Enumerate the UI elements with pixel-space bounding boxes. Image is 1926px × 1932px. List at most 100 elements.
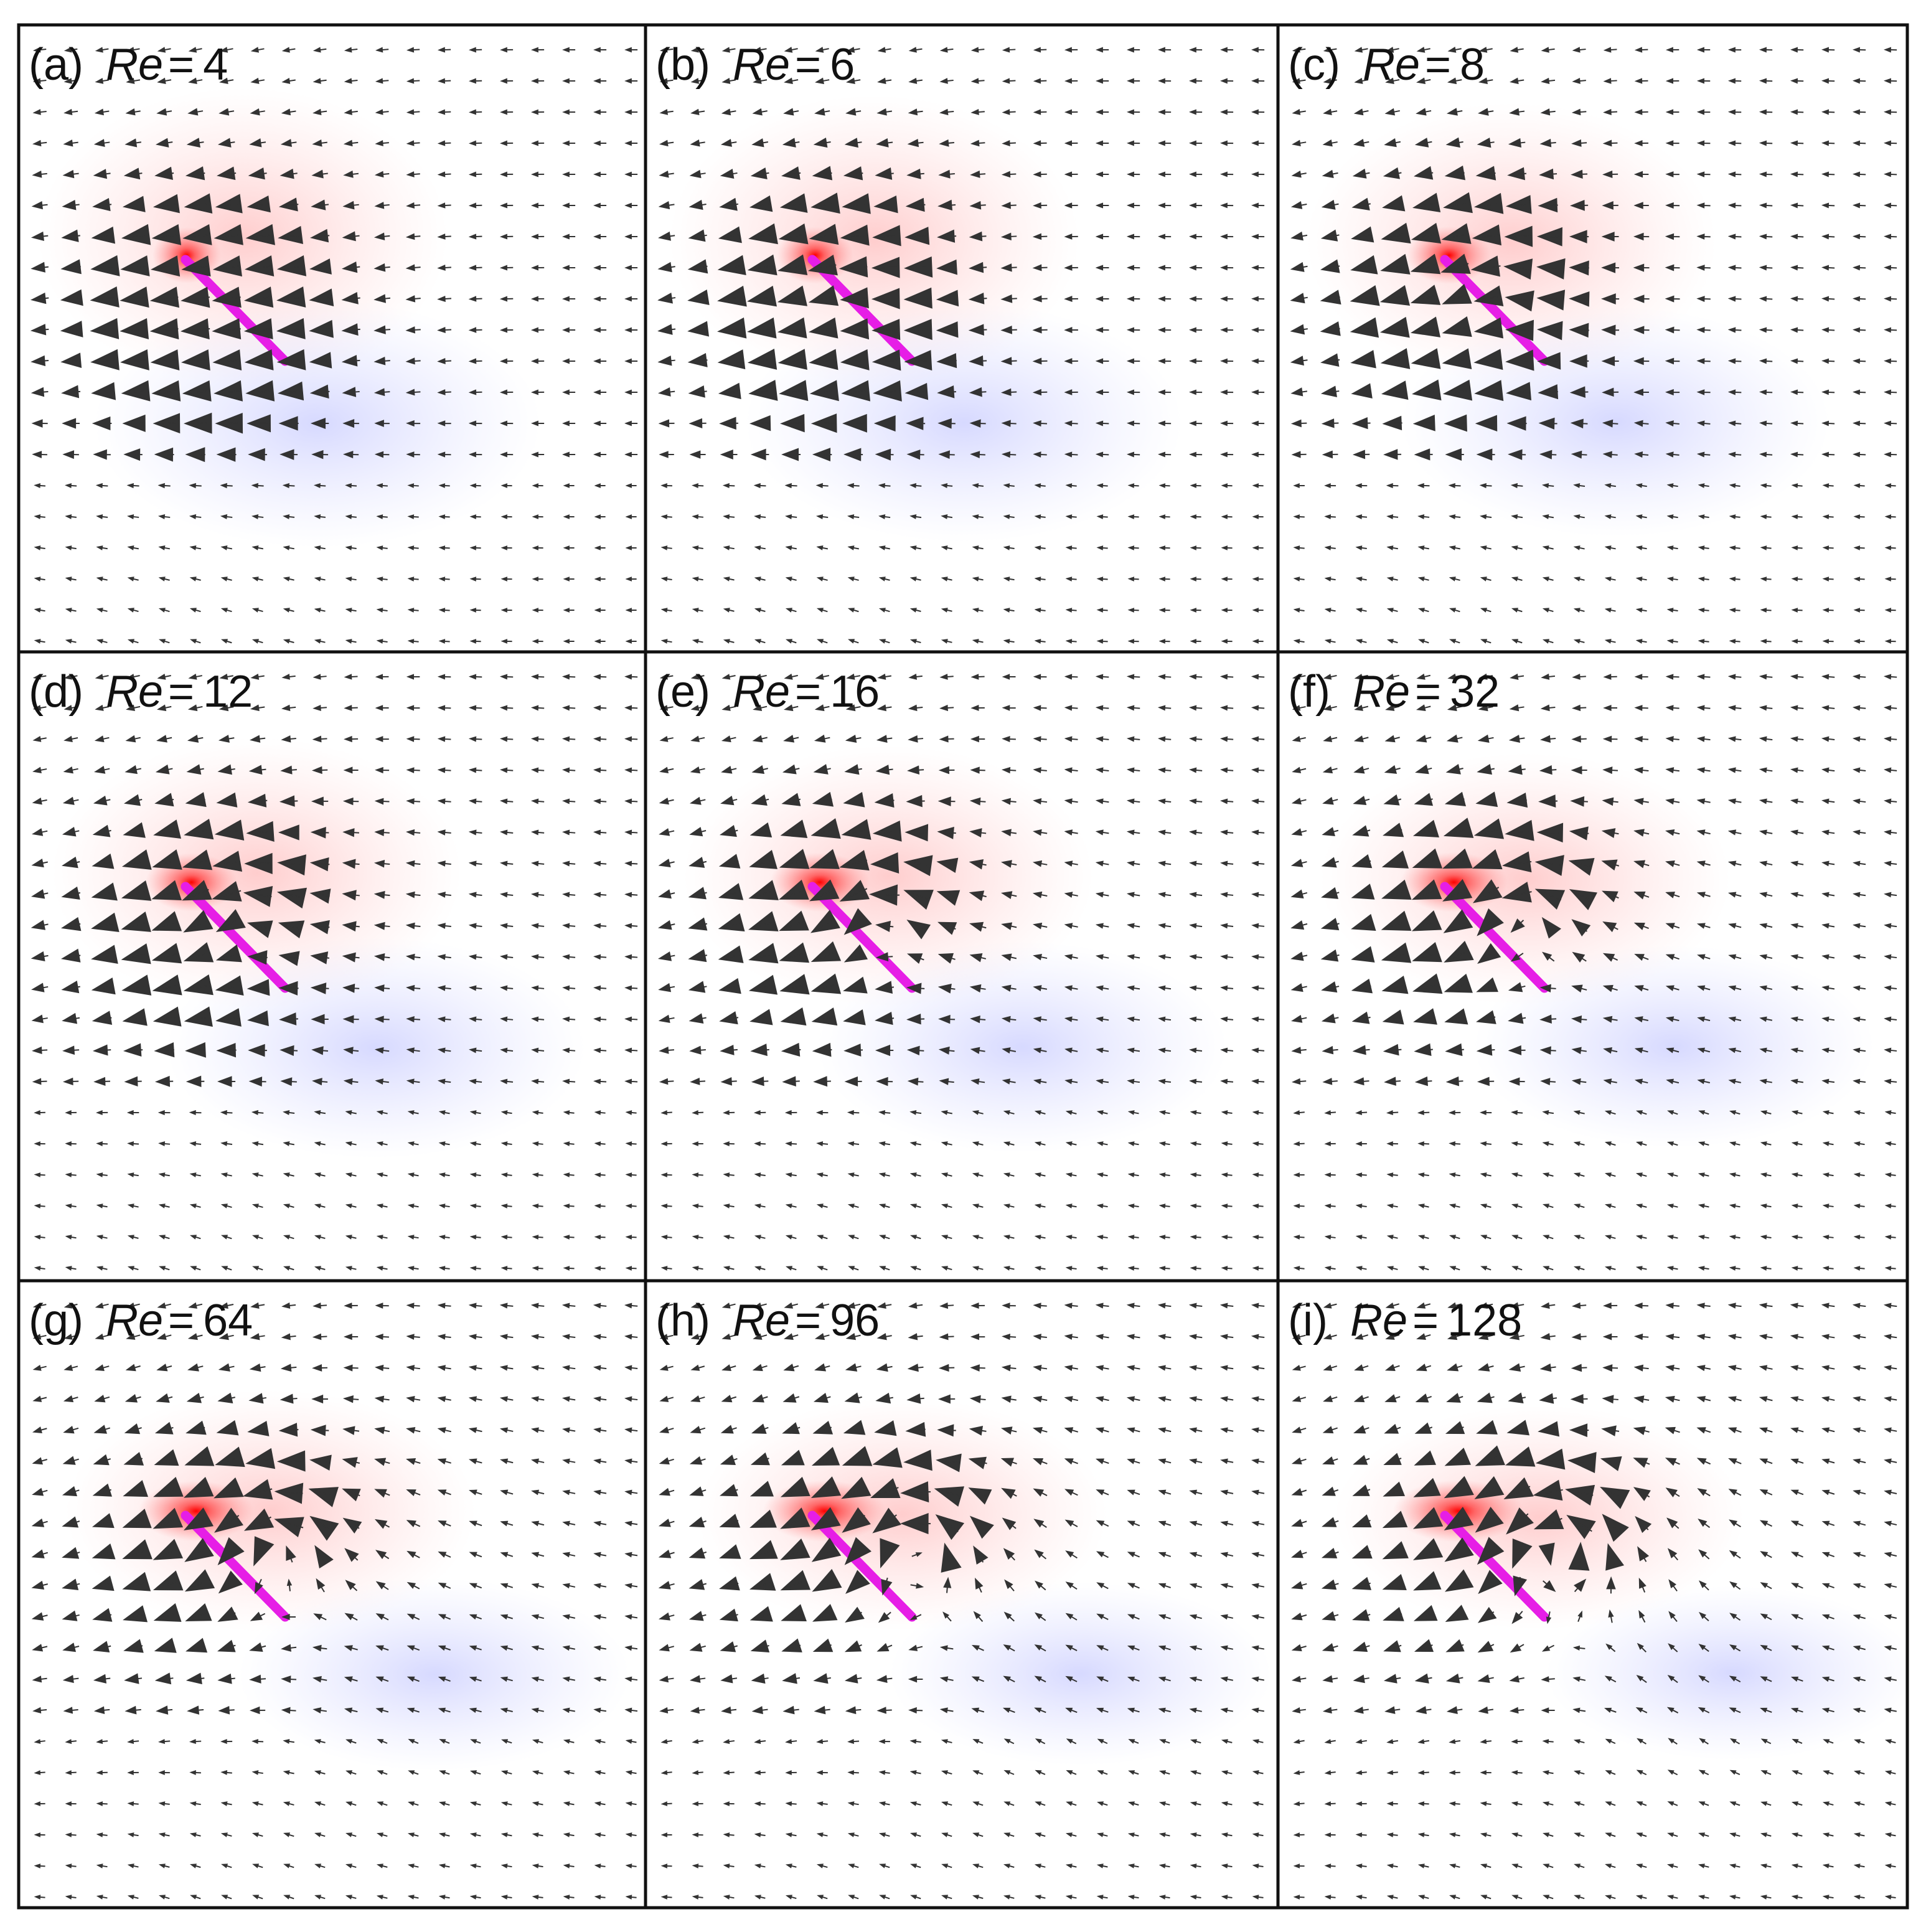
flow-arrow bbox=[624, 265, 638, 271]
flow-arrow bbox=[281, 1707, 296, 1714]
flow-arrow bbox=[752, 1364, 768, 1372]
flow-arrow bbox=[1636, 1675, 1647, 1684]
flow-arrow bbox=[1884, 327, 1897, 333]
flow-arrow bbox=[1384, 1706, 1401, 1714]
flow-arrow bbox=[1853, 1520, 1866, 1527]
flow-arrow bbox=[1354, 674, 1368, 680]
flow-arrow bbox=[1158, 1266, 1170, 1271]
flow-arrow bbox=[784, 47, 798, 53]
flow-arrow bbox=[593, 389, 607, 395]
flow-arrow bbox=[1602, 766, 1618, 775]
flow-arrow bbox=[1542, 514, 1554, 519]
flow-arrow bbox=[1696, 451, 1711, 458]
flow-arrow bbox=[785, 1770, 797, 1775]
blue-wake bbox=[744, 303, 1183, 543]
flow-arrow bbox=[720, 1077, 737, 1086]
flow-arrow bbox=[1790, 1707, 1803, 1713]
flow-arrow bbox=[127, 545, 139, 550]
flow-arrow bbox=[438, 1235, 450, 1240]
flow-arrow bbox=[1033, 1488, 1048, 1497]
flow-arrow bbox=[881, 1577, 893, 1596]
flow-arrow bbox=[1759, 1489, 1773, 1496]
flow-arrow bbox=[158, 1739, 171, 1745]
flow-arrow bbox=[871, 349, 901, 371]
flow-arrow bbox=[939, 139, 955, 147]
flow-arrow bbox=[1605, 1801, 1616, 1806]
flow-arrow bbox=[1127, 1676, 1140, 1682]
flow-arrow bbox=[405, 389, 421, 396]
flow-arrow bbox=[1290, 859, 1307, 867]
flow-arrow bbox=[1064, 1047, 1078, 1053]
flow-arrow bbox=[254, 1578, 263, 1595]
flow-arrow bbox=[1252, 545, 1264, 550]
flow-arrow bbox=[1411, 316, 1441, 337]
flow-arrow bbox=[1727, 327, 1742, 333]
flow-arrow bbox=[811, 1007, 838, 1026]
flow-arrow bbox=[1000, 891, 1017, 900]
flow-arrow bbox=[342, 1395, 359, 1403]
flow-arrow bbox=[65, 608, 77, 613]
flow-arrow bbox=[1064, 1519, 1078, 1527]
flow-arrow bbox=[723, 1895, 735, 1900]
flow-arrow bbox=[1095, 798, 1109, 804]
flow-arrow bbox=[1383, 1674, 1401, 1684]
flow-arrow bbox=[32, 736, 47, 742]
flow-arrow bbox=[1414, 1043, 1433, 1057]
flow-arrow bbox=[499, 358, 514, 364]
flow-arrow bbox=[848, 1235, 859, 1240]
symbol: Re bbox=[106, 1296, 163, 1345]
flow-arrow bbox=[721, 77, 736, 84]
flow-arrow bbox=[847, 1204, 859, 1209]
flow-arrow bbox=[1790, 798, 1804, 804]
flow-arrow bbox=[1447, 47, 1462, 53]
flow-arrow bbox=[530, 389, 545, 395]
flow-arrow bbox=[251, 577, 263, 582]
flow-arrow bbox=[939, 78, 954, 84]
flow-arrow bbox=[1449, 1770, 1460, 1775]
flow-arrow bbox=[723, 1110, 735, 1116]
flow-arrow bbox=[843, 1009, 866, 1025]
flow-arrow bbox=[1821, 1520, 1835, 1527]
flow-arrow bbox=[1477, 763, 1495, 775]
flow-arrow bbox=[1603, 704, 1618, 712]
flow-arrow bbox=[500, 483, 512, 488]
flow-arrow bbox=[1472, 224, 1502, 246]
flow-arrow bbox=[1065, 1895, 1077, 1900]
flow-arrow bbox=[187, 108, 204, 116]
flow-arrow bbox=[1727, 140, 1742, 146]
flow-arrow bbox=[345, 1110, 357, 1115]
flow-arrow bbox=[624, 1614, 638, 1620]
flow-arrow bbox=[809, 380, 839, 402]
flow-arrow bbox=[124, 1393, 141, 1403]
flow-arrow bbox=[63, 1707, 78, 1714]
flow-arrow bbox=[220, 1770, 232, 1775]
flow-arrow bbox=[1473, 349, 1503, 370]
flow-arrow bbox=[1323, 47, 1337, 53]
flow-arrow bbox=[343, 766, 359, 774]
flow-arrow bbox=[220, 1110, 233, 1116]
flow-arrow bbox=[692, 1770, 703, 1775]
flow-arrow bbox=[1322, 1078, 1338, 1085]
flow-arrow bbox=[1696, 171, 1711, 177]
flow-arrow bbox=[624, 1707, 638, 1713]
flow-arrow bbox=[501, 1739, 512, 1744]
flow-arrow bbox=[660, 1832, 672, 1837]
flow-arrow bbox=[1220, 1458, 1234, 1464]
flow-arrow bbox=[972, 1864, 984, 1868]
flow-arrow bbox=[900, 1513, 931, 1535]
flow-arrow bbox=[562, 171, 576, 177]
flow-arrow bbox=[1190, 1895, 1201, 1900]
flow-arrow bbox=[809, 849, 840, 869]
flow-arrow bbox=[870, 852, 900, 874]
flow-arrow bbox=[407, 514, 419, 519]
flow-arrow bbox=[1475, 415, 1498, 432]
flow-arrow bbox=[1604, 1172, 1616, 1177]
flow-arrow bbox=[1441, 223, 1472, 244]
flow-arrow bbox=[1417, 1770, 1429, 1775]
flow-arrow bbox=[314, 1172, 326, 1177]
flow-arrow bbox=[1571, 735, 1587, 743]
flow-arrow bbox=[1727, 265, 1742, 271]
flow-arrow bbox=[1729, 1581, 1741, 1590]
flow-arrow bbox=[250, 77, 265, 84]
flow-arrow bbox=[747, 254, 777, 276]
